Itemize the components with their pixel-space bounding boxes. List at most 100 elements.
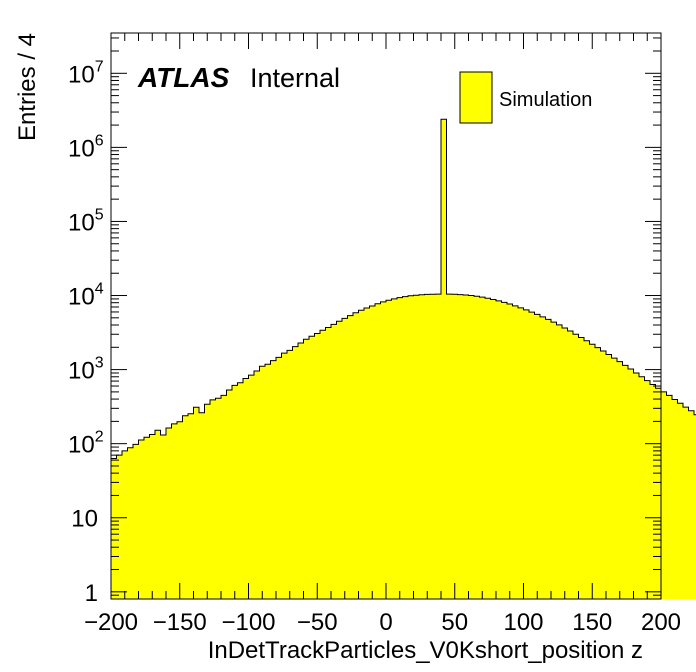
histogram-bin bbox=[628, 368, 634, 599]
histogram-bin bbox=[204, 404, 211, 599]
x-axis-label: InDetTrackParticles_V0Kshort_position z bbox=[208, 637, 643, 664]
legend-swatch bbox=[459, 71, 493, 124]
histogram-bin bbox=[479, 297, 486, 599]
histogram-bin bbox=[639, 376, 645, 599]
histogram-bin bbox=[309, 336, 315, 599]
histogram-bin bbox=[149, 434, 156, 599]
histogram-bin bbox=[672, 399, 678, 599]
histogram-bin bbox=[556, 324, 563, 599]
histogram-bin bbox=[617, 361, 623, 599]
internal-label: Internal bbox=[250, 63, 340, 93]
x-tick-label: −50 bbox=[297, 609, 338, 636]
histogram-bin bbox=[578, 337, 585, 599]
histogram-bin bbox=[529, 312, 535, 599]
y-tick-label: 106 bbox=[68, 132, 104, 162]
histogram-bin bbox=[358, 310, 365, 599]
histogram-bin bbox=[501, 302, 508, 599]
legend-label-simulation: Simulation bbox=[499, 89, 592, 111]
y-tick-label: 102 bbox=[68, 429, 104, 459]
axis-ticks bbox=[110, 33, 662, 600]
histogram-bin bbox=[298, 343, 304, 599]
histogram-bin bbox=[193, 407, 200, 599]
histogram-bin bbox=[215, 398, 222, 599]
histogram-bin bbox=[287, 350, 293, 599]
histogram-bin bbox=[430, 294, 436, 599]
x-tick-label: −100 bbox=[221, 609, 275, 636]
histogram-bin bbox=[666, 395, 673, 599]
histogram-bin bbox=[567, 330, 574, 599]
histogram-bin bbox=[210, 399, 216, 599]
histogram-bin bbox=[622, 365, 629, 599]
histogram-bin bbox=[534, 314, 541, 599]
histogram-bin bbox=[221, 395, 227, 599]
histogram-bin bbox=[144, 437, 150, 599]
histogram-bin bbox=[122, 450, 128, 599]
histogram-bin bbox=[413, 295, 420, 599]
histogram-bin bbox=[155, 430, 161, 599]
histogram-bin bbox=[463, 295, 469, 599]
histogram-bin bbox=[353, 312, 359, 599]
histogram-bin bbox=[408, 295, 414, 599]
histogram-bin bbox=[320, 330, 326, 599]
histogram-bin bbox=[485, 298, 491, 599]
histogram-bin bbox=[595, 347, 601, 599]
y-tick-label: 104 bbox=[68, 281, 104, 311]
histogram-bin bbox=[342, 318, 348, 599]
histogram-bin bbox=[518, 307, 524, 599]
histogram-bin bbox=[314, 333, 321, 599]
x-tick-label: 100 bbox=[503, 609, 543, 636]
histogram-bin bbox=[402, 296, 409, 599]
y-tick-labels: 1 10 102 103 104 105 106 107 bbox=[68, 58, 104, 607]
histogram-bin bbox=[331, 324, 337, 599]
histogram-bin bbox=[551, 322, 557, 599]
histogram-bin bbox=[243, 378, 249, 599]
y-tick-label: 1 bbox=[85, 580, 98, 607]
histogram-bin bbox=[496, 300, 502, 599]
histogram-bin bbox=[391, 298, 398, 599]
histogram-bin bbox=[369, 305, 376, 599]
y-tick-label: 103 bbox=[68, 355, 104, 385]
histogram-bin bbox=[259, 366, 266, 599]
x-tick-label: −200 bbox=[84, 609, 138, 636]
histogram-bin bbox=[166, 427, 172, 599]
histogram-bin bbox=[138, 440, 145, 599]
histogram-bin bbox=[347, 315, 354, 599]
histogram-bin bbox=[611, 358, 618, 599]
histogram-bin bbox=[265, 364, 271, 599]
histogram-bin bbox=[457, 294, 464, 599]
histogram-bin bbox=[133, 444, 139, 599]
atlas-label: ATLAS bbox=[137, 62, 230, 93]
histogram-bin bbox=[468, 295, 475, 599]
histogram-bin bbox=[694, 414, 696, 599]
x-tick-label: 0 bbox=[379, 609, 392, 636]
x-tick-label: 50 bbox=[441, 609, 468, 636]
histogram-bin bbox=[677, 403, 684, 599]
histogram-bin bbox=[336, 321, 343, 599]
histogram-bin bbox=[584, 340, 590, 599]
histogram-bin bbox=[562, 327, 568, 599]
y-tick-label: 10 bbox=[71, 506, 98, 533]
histogram-bin bbox=[380, 301, 387, 599]
histogram-bin bbox=[127, 447, 134, 599]
histogram-bin bbox=[116, 455, 123, 599]
histogram-bin bbox=[600, 351, 607, 599]
histogram-bin bbox=[254, 371, 260, 599]
histogram-bin bbox=[160, 434, 167, 599]
histogram-bin bbox=[452, 294, 458, 599]
histogram-bin bbox=[523, 309, 530, 599]
histogram-bin bbox=[573, 334, 579, 599]
histogram-bin bbox=[188, 413, 194, 599]
histogram-bin bbox=[655, 388, 662, 599]
histogram-bin bbox=[292, 346, 299, 599]
histogram-bin bbox=[171, 423, 178, 599]
histogram-bin bbox=[688, 410, 695, 599]
histogram-bin bbox=[474, 296, 480, 599]
x-tick-label: −150 bbox=[153, 609, 207, 636]
histogram-bin bbox=[276, 357, 282, 599]
histogram-bin bbox=[364, 308, 370, 599]
histogram-bin bbox=[441, 119, 447, 600]
histogram-bin bbox=[446, 294, 453, 599]
x-tick-label: 200 bbox=[641, 609, 681, 636]
histogram-bin bbox=[226, 390, 233, 599]
